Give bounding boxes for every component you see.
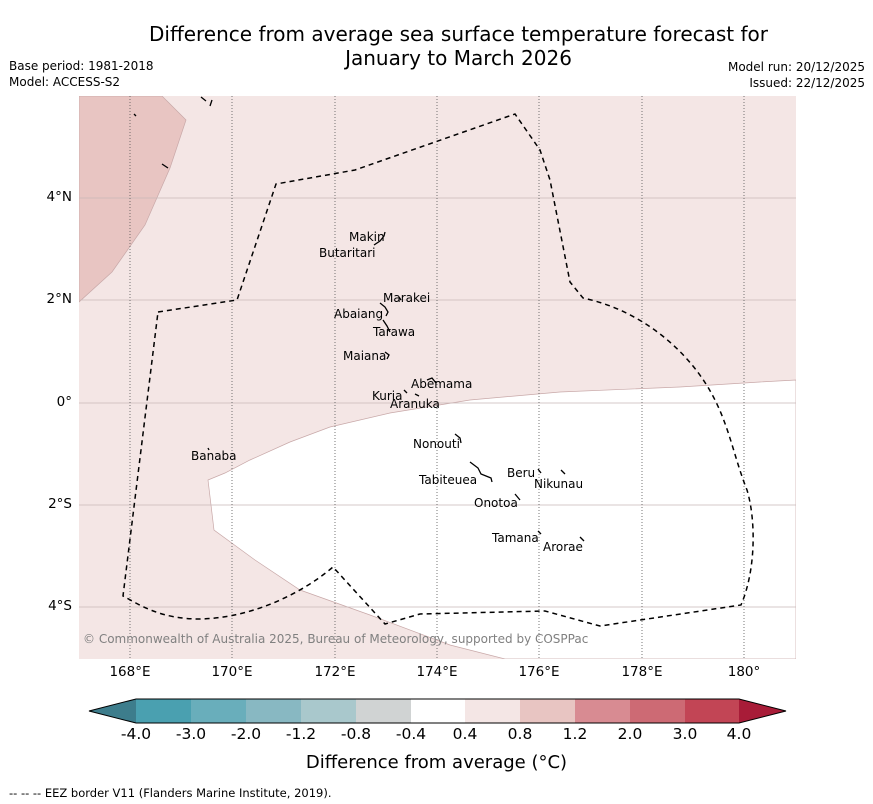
island-label: Maiana — [343, 349, 387, 363]
colorbar-cell — [465, 699, 520, 723]
island-label: Butaritari — [319, 246, 376, 260]
island-label: Makin — [349, 230, 385, 244]
island-label: Nonouti — [413, 437, 460, 451]
issued-date: Issued: 22/12/2025 — [749, 76, 865, 90]
lat-label: 0° — [56, 394, 72, 410]
lon-label: 170°E — [211, 664, 253, 680]
colorbar-tick: 1.2 — [562, 725, 588, 743]
lat-label: 4°S — [48, 598, 72, 614]
island-outlines — [133, 96, 585, 542]
colorbar-cell — [301, 699, 356, 723]
colorbar-tick: 0.8 — [507, 725, 533, 743]
colorbar-cell — [356, 699, 411, 723]
anomaly-region-warm — [79, 96, 187, 303]
colorbar-cell — [136, 699, 191, 723]
colorbar-tick: -3.0 — [175, 725, 207, 743]
island-label: Banaba — [191, 449, 237, 463]
colorbar — [88, 698, 787, 724]
island-label: Arorae — [543, 540, 583, 554]
colorbar-tick: -1.2 — [285, 725, 317, 743]
colorbar-cell — [191, 699, 246, 723]
colorbar-tick: 2.0 — [617, 725, 643, 743]
colorbar-outline — [88, 698, 787, 724]
copyright-notice: © Commonwealth of Australia 2025, Bureau… — [83, 632, 589, 646]
island-label: Abemama — [411, 377, 473, 391]
lon-label: 180° — [727, 664, 761, 680]
colorbar-tick: 4.0 — [726, 725, 752, 743]
anomaly-region-near-normal — [207, 379, 796, 659]
island-label: Abaiang — [334, 307, 384, 321]
title-line-2: January to March 2026 — [345, 46, 572, 70]
island-label: Tabiteuea — [419, 473, 478, 487]
base-period: Base period: 1981-2018 — [9, 59, 154, 73]
eez-legend-note: -- -- -- EEZ border V11 (Flanders Marine… — [9, 786, 332, 800]
colorbar-tick: -0.8 — [340, 725, 372, 743]
lon-label: 178°E — [621, 664, 663, 680]
lon-label: 176°E — [518, 664, 560, 680]
eez-border — [122, 113, 754, 627]
map-title: Difference from average sea surface temp… — [0, 22, 873, 70]
lat-label: 2°S — [48, 496, 72, 512]
colorbar-tick: 0.4 — [452, 725, 478, 743]
island-label: Onotoa — [474, 496, 518, 510]
colorbar-cell — [685, 699, 739, 723]
island-label: Beru — [507, 466, 536, 480]
colorbar-cell — [630, 699, 685, 723]
island-label: Marakei — [383, 291, 431, 305]
colorbar-cell — [89, 699, 136, 723]
colorbar-tick: -0.4 — [395, 725, 427, 743]
island-label: Nikunau — [534, 477, 584, 491]
latitude-gridlines — [79, 197, 796, 608]
longitude-gridlines — [129, 96, 745, 659]
island-label: Kuria — [372, 389, 403, 403]
colorbar-cell — [575, 699, 630, 723]
model-name: Model: ACCESS-S2 — [9, 75, 121, 89]
island-label: Aranuka — [390, 397, 440, 411]
island-label: Tamana — [492, 531, 539, 545]
colorbar-cell — [411, 699, 465, 723]
model-run: Model run: 20/12/2025 — [727, 60, 865, 74]
colorbar-tick: -4.0 — [120, 725, 152, 743]
colorbar-cell — [520, 699, 575, 723]
colorbar-cell — [739, 699, 786, 723]
lon-label: 168°E — [109, 664, 151, 680]
island-label: Tarawa — [373, 325, 416, 339]
colorbar-tick: 3.0 — [672, 725, 698, 743]
title-line-1: Difference from average sea surface temp… — [148, 22, 768, 46]
lon-label: 174°E — [416, 664, 458, 680]
lat-label: 4°N — [46, 189, 72, 205]
lon-label: 172°E — [314, 664, 356, 680]
colorbar-title: Difference from average (°C) — [305, 752, 568, 773]
colorbar-cell — [246, 699, 301, 723]
lat-label: 2°N — [46, 291, 72, 307]
colorbar-tick: -2.0 — [230, 725, 262, 743]
